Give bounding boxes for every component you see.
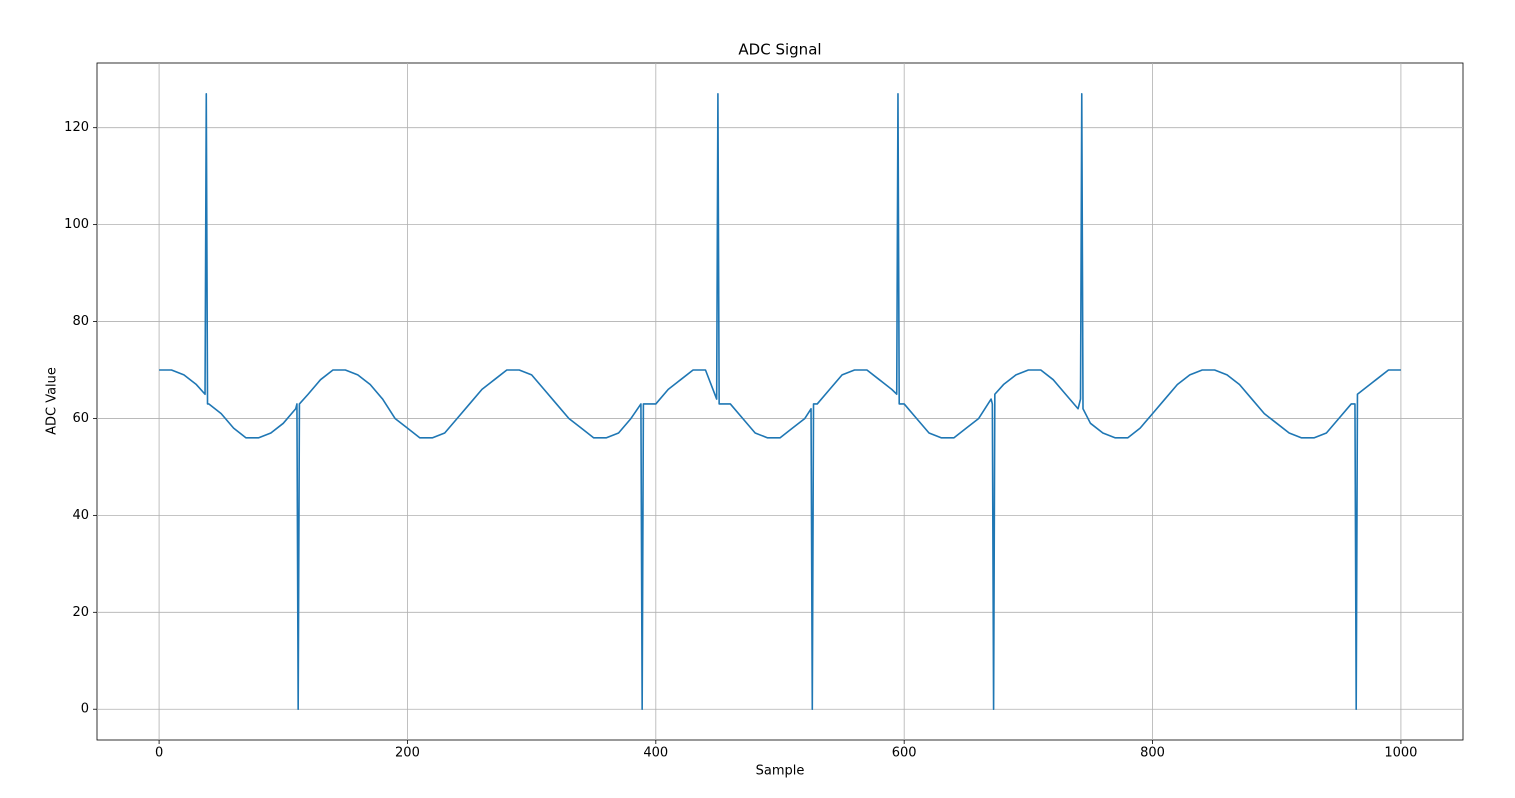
- y-tick-label: 40: [72, 508, 89, 523]
- x-tick-label: 800: [1140, 746, 1165, 761]
- y-tick-label: 120: [64, 120, 89, 135]
- x-tick-label: 1000: [1384, 746, 1417, 761]
- x-tick-label: 400: [643, 746, 668, 761]
- signal-line: [159, 92, 1401, 711]
- x-tick-label: 0: [155, 746, 163, 761]
- y-tick-label: 100: [64, 217, 89, 232]
- x-axis-label: Sample: [756, 764, 805, 779]
- chart-title: ADC Signal: [738, 41, 821, 59]
- y-tick-label: 80: [72, 314, 89, 329]
- x-tick-label: 600: [892, 746, 917, 761]
- y-tick-label: 0: [81, 702, 89, 717]
- x-tick-label: 200: [395, 746, 420, 761]
- y-tick-label: 60: [72, 411, 89, 426]
- y-tick-label: 20: [72, 605, 89, 620]
- y-axis-label: ADC Value: [45, 367, 60, 435]
- plot-frame: [96, 62, 1464, 741]
